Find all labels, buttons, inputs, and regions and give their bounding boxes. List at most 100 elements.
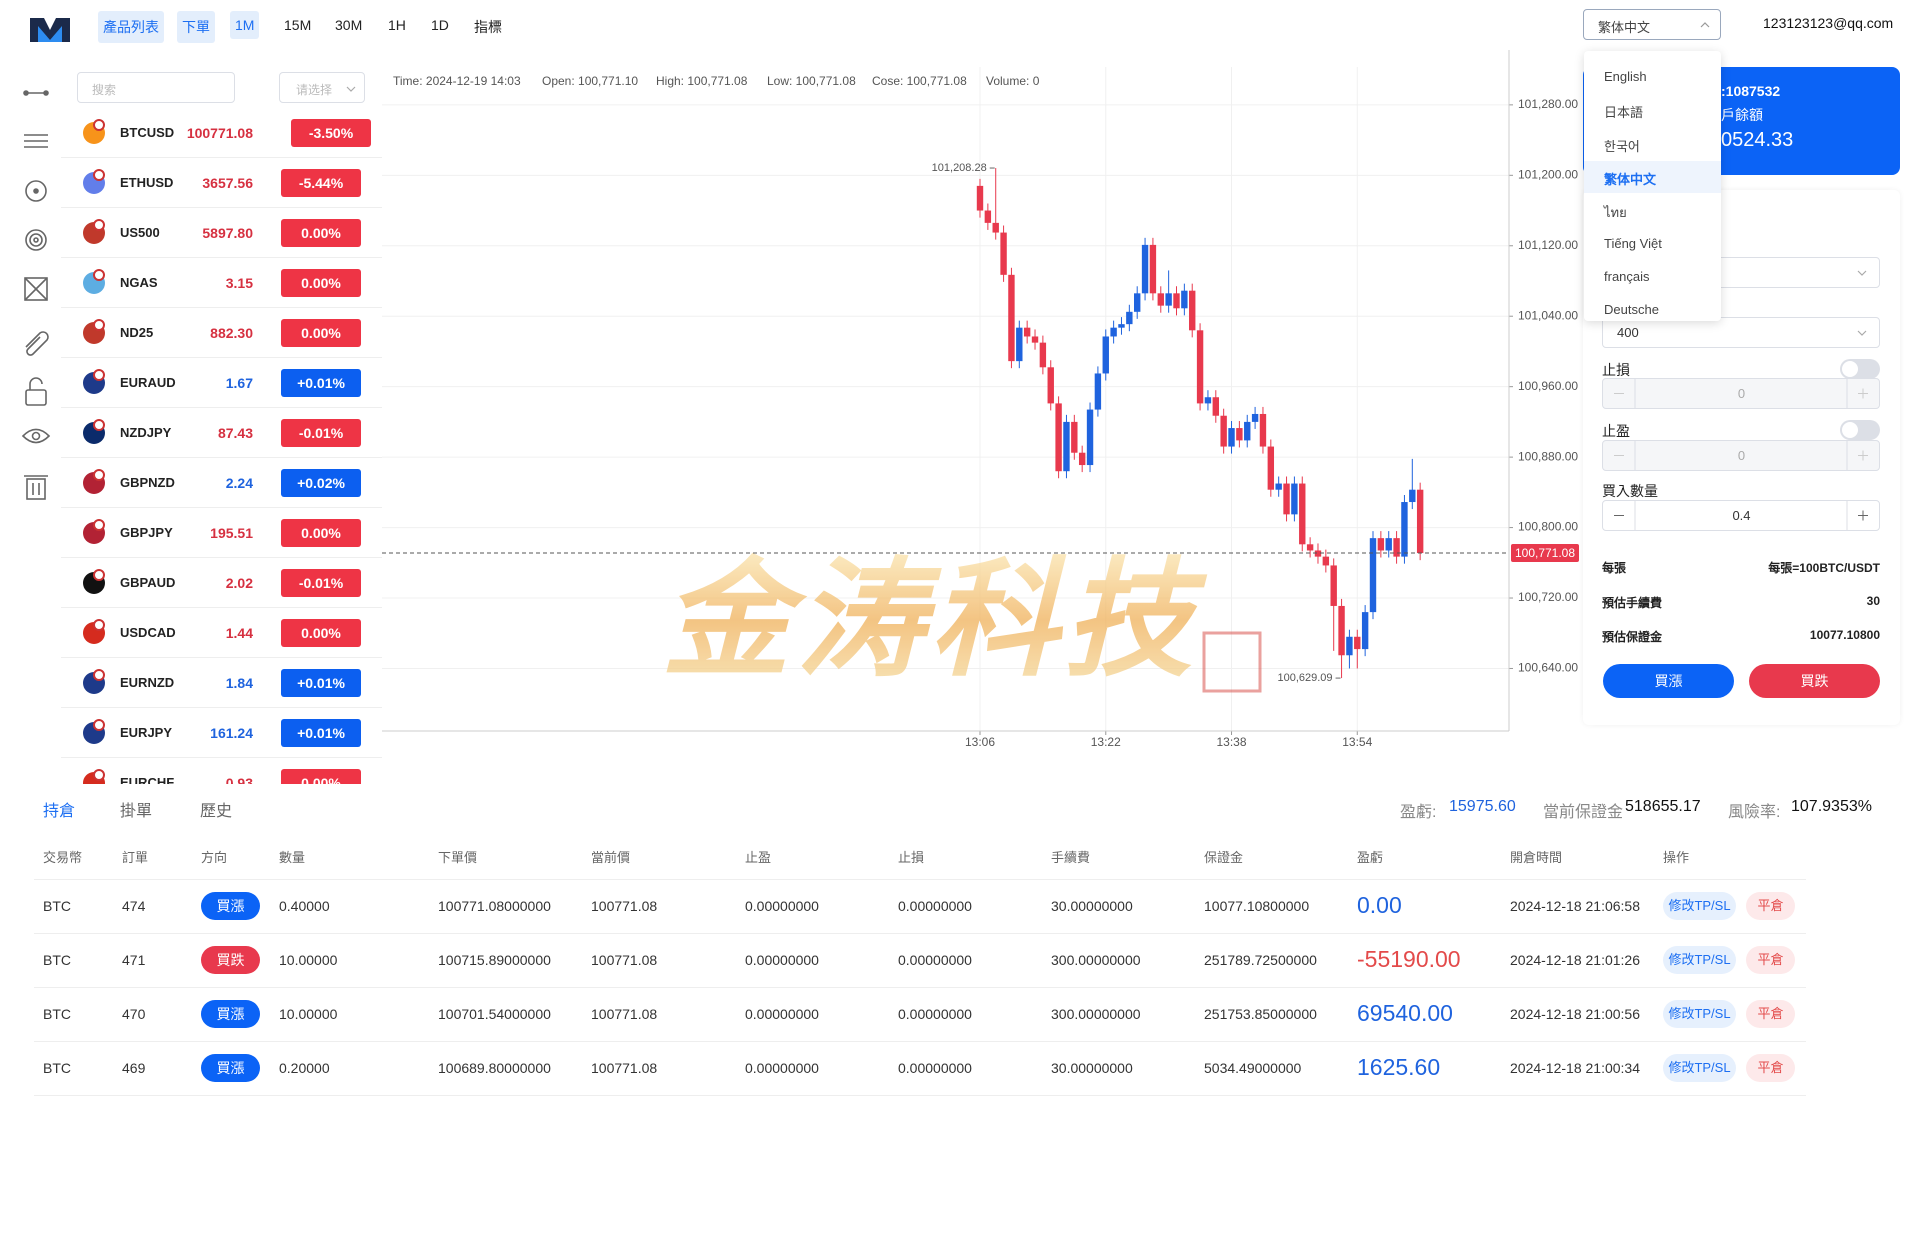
candle-body <box>1126 311 1133 325</box>
product-icon <box>83 369 105 394</box>
candle-body <box>1409 489 1416 503</box>
column-header: 訂單 <box>122 850 149 865</box>
close-position-button[interactable]: 平倉 <box>1746 1000 1795 1028</box>
product-symbol: GBPNZD <box>120 475 175 490</box>
close-position-button[interactable]: 平倉 <box>1746 892 1795 920</box>
cell: 100715.89000000 <box>438 952 551 968</box>
cell: 2024-12-18 21:06:58 <box>1510 898 1640 914</box>
cell: 300.00000000 <box>1051 1006 1141 1022</box>
tab[interactable]: 持倉 <box>43 803 76 820</box>
candle-body <box>1094 373 1102 410</box>
product-symbol: GBPAUD <box>120 575 176 590</box>
edit-tpsl-button[interactable]: 修改TP/SL <box>1663 892 1736 920</box>
nav-item[interactable]: 1M <box>230 11 260 39</box>
product-row[interactable]: GBPJPY 195.51 0.00% <box>61 508 382 558</box>
edit-tpsl-button[interactable]: 修改TP/SL <box>1663 1000 1736 1028</box>
buy-down-button[interactable]: 買跌 <box>1749 664 1880 698</box>
language-option[interactable]: English <box>1584 61 1721 93</box>
product-row[interactable]: EURJPY 161.24 +0.01% <box>61 708 382 758</box>
product-change: -0.01% <box>281 569 361 597</box>
candle-body <box>1354 636 1361 650</box>
language-option[interactable]: 한국어 <box>1584 128 1721 160</box>
product-row[interactable]: GBPNZD 2.24 +0.02% <box>61 458 382 508</box>
edit-tpsl-button[interactable]: 修改TP/SL <box>1663 1054 1736 1082</box>
tool-pattern[interactable] <box>24 277 48 301</box>
product-row[interactable]: NZDJPY 87.43 -0.01% <box>61 408 382 458</box>
tool-lock[interactable] <box>25 377 47 406</box>
stepper-controls[interactable] <box>1603 441 1879 470</box>
candle-body <box>992 222 999 233</box>
tool-parallel[interactable] <box>24 134 48 148</box>
candle-body <box>1055 403 1062 472</box>
nav-item[interactable]: 15M <box>284 17 312 33</box>
field-label: 止盈 <box>1602 423 1630 439</box>
product-row[interactable]: US500 5897.80 0.00% <box>61 208 382 258</box>
column-header: 方向 <box>201 850 228 865</box>
product-icon <box>83 519 105 544</box>
product-row[interactable]: EURAUD 1.67 +0.01% <box>61 358 382 408</box>
tool-eye[interactable] <box>21 428 51 444</box>
summary-value: 15975.60 <box>1449 798 1516 815</box>
row-divider <box>34 987 1806 988</box>
product-row[interactable]: NGAS 3.15 0.00% <box>61 258 382 308</box>
nav-item[interactable]: 指標 <box>474 19 502 35</box>
language-option[interactable]: 繁体中文 <box>1584 160 1721 193</box>
candlestick-chart: 101,280.00 101,200.00 101,120.00 101,040.00… <box>382 50 1579 749</box>
select[interactable]: 400 <box>1602 317 1880 348</box>
tab[interactable]: 歷史 <box>200 803 233 820</box>
close-position-button[interactable]: 平倉 <box>1746 946 1795 974</box>
product-icon-flag <box>93 169 105 181</box>
tool-target[interactable] <box>25 229 47 251</box>
nav-item[interactable]: 30M <box>335 17 363 33</box>
candle-body <box>1346 636 1353 656</box>
buy-up-button[interactable]: 買漲 <box>1603 664 1734 698</box>
product-icon <box>83 769 105 784</box>
product-icon-flag <box>93 269 105 281</box>
product-row[interactable]: EURNZD 1.84 +0.01% <box>61 658 382 708</box>
toggle-switch[interactable] <box>1840 420 1880 440</box>
tool-trash[interactable] <box>24 475 48 500</box>
nav-item[interactable]: 下單 <box>177 11 215 43</box>
edit-tpsl-button[interactable]: 修改TP/SL <box>1663 946 1736 974</box>
candle-body <box>1086 409 1094 466</box>
nav-item[interactable]: 1D <box>431 17 449 33</box>
nav-item[interactable]: 1H <box>388 17 406 33</box>
product-price: 5897.80 <box>202 225 253 241</box>
product-row[interactable]: BTCUSD 100771.08 -3.50% <box>61 108 382 158</box>
y-tick-label: 100,960.00 <box>1518 379 1578 393</box>
product-row[interactable]: USDCAD 1.44 0.00% <box>61 608 382 658</box>
stepper-controls[interactable] <box>1603 379 1879 408</box>
language-option[interactable]: Tiếng Việt <box>1584 228 1721 260</box>
summary-value: 518655.17 <box>1625 798 1701 815</box>
language-option[interactable]: français <box>1584 261 1721 293</box>
language-option[interactable]: ไทย <box>1584 194 1721 226</box>
product-row[interactable]: ETHUSD 3657.56 -5.44% <box>61 158 382 208</box>
x-tick-label: 13:54 <box>1342 735 1372 749</box>
column-header: 盈虧 <box>1357 850 1384 865</box>
toggle-switch[interactable] <box>1840 359 1880 379</box>
language-option[interactable]: 日本語 <box>1584 94 1721 126</box>
product-symbol: ETHUSD <box>120 175 174 190</box>
search-input[interactable]: 搜索 <box>77 72 235 103</box>
product-row[interactable]: ND25 882.30 0.00% <box>61 308 382 358</box>
cell: 100771.08 <box>591 1060 658 1076</box>
tab[interactable]: 掛單 <box>120 803 153 820</box>
cell: 100771.08 <box>591 952 658 968</box>
language-select[interactable]: 繁体中文 <box>1583 9 1721 40</box>
language-option[interactable]: Deutsche <box>1584 294 1721 326</box>
filter-select[interactable]: 请选择 <box>279 72 365 103</box>
user-email[interactable]: 123123123@qq.com <box>1763 15 1894 31</box>
tool-line[interactable] <box>23 90 49 96</box>
tool-circle[interactable] <box>25 180 47 202</box>
nav-item[interactable]: 產品列表 <box>98 11 164 43</box>
language-label: English <box>1604 69 1647 84</box>
close-position-button[interactable]: 平倉 <box>1746 1054 1795 1082</box>
stepper-controls[interactable] <box>1603 501 1879 530</box>
logo[interactable] <box>28 14 72 44</box>
product-row[interactable]: EURCHF 0.93 0.00% <box>61 758 382 784</box>
column-header: 止損 <box>898 850 925 865</box>
product-icon-flag <box>93 319 105 331</box>
row-divider <box>34 933 1806 934</box>
tool-magnet[interactable] <box>25 331 49 356</box>
product-row[interactable]: GBPAUD 2.02 -0.01% <box>61 558 382 608</box>
